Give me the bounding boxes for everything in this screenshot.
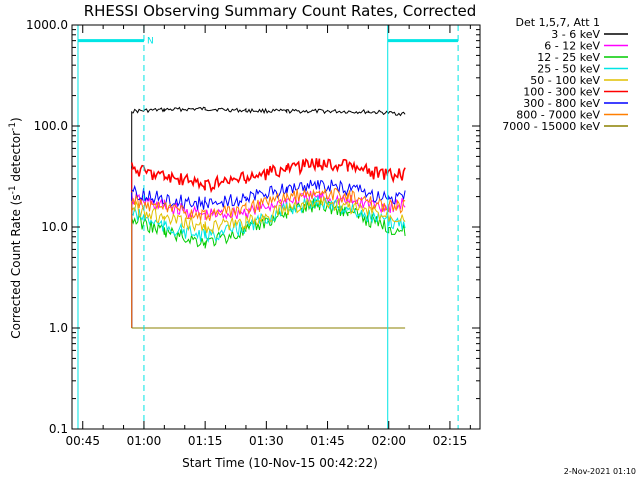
x-tick-label: 01:45 <box>310 434 345 448</box>
legend-entry-label: 800 - 7000 keV <box>516 109 600 122</box>
y-tick-label: 100.0 <box>34 119 68 133</box>
generation-timestamp: 2-Nov-2021 01:10 <box>564 467 636 476</box>
x-tick-label: 01:00 <box>127 434 162 448</box>
y-axis-ticks: 0.1 1.0 10.0 100.0 1000.0 <box>26 18 480 436</box>
legend-entry-label: 25 - 50 keV <box>537 63 600 76</box>
chart-title: RHESSI Observing Summary Count Rates, Co… <box>84 2 477 20</box>
x-axis-label: Start Time (10-Nov-15 00:42:22) <box>182 456 378 470</box>
series-line-0 <box>131 106 406 117</box>
x-tick-label: 02:15 <box>433 434 468 448</box>
series-line-4 <box>131 196 406 235</box>
data-layer: N <box>77 25 459 429</box>
series-line-7 <box>131 187 406 222</box>
legend-title: Det 1,5,7, Att 1 <box>516 16 600 29</box>
x-axis-ticks: 00:45 01:00 01:15 01:30 01:45 02:00 02:15 <box>65 25 471 448</box>
x-tick-label: 02:00 <box>371 434 406 448</box>
legend-entry-label: 6 - 12 keV <box>544 40 600 53</box>
legend-entry-label: 100 - 300 keV <box>523 86 600 99</box>
legend-entry-label: 7000 - 15000 keV <box>502 120 600 133</box>
legend-entry-label: 50 - 100 keV <box>530 74 600 87</box>
y-tick-label: 1000.0 <box>26 18 68 32</box>
legend-entry-label: 3 - 6 keV <box>551 28 600 41</box>
x-tick-label: 01:15 <box>188 434 223 448</box>
series-line-6 <box>131 179 406 210</box>
series-line-5 <box>130 157 406 194</box>
x-tick-label: 01:30 <box>249 434 284 448</box>
plot-frame <box>71 24 481 430</box>
y-tick-label: 1.0 <box>49 321 68 335</box>
y-axis-label: Corrected Count Rate (s-1 detector-1) <box>8 117 23 338</box>
legend-entry-label: 12 - 25 keV <box>537 51 600 64</box>
y-tick-label: 0.1 <box>49 422 68 436</box>
x-tick-label: 00:45 <box>65 434 100 448</box>
annotation-flag-label: N <box>147 37 154 47</box>
y-tick-label: 10.0 <box>41 220 68 234</box>
legend-entry-label: 300 - 800 keV <box>523 97 600 110</box>
